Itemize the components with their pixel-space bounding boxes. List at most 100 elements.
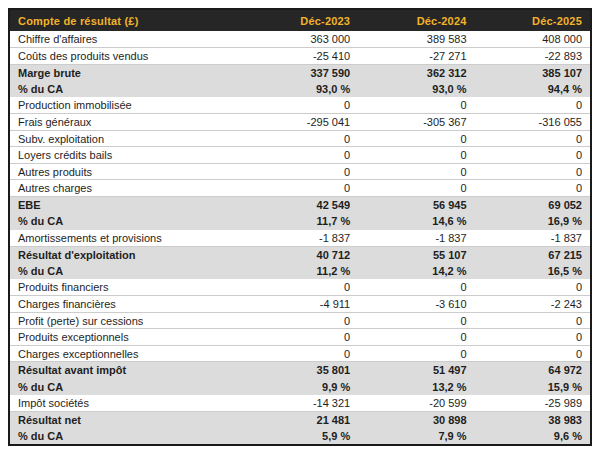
row-value: 14,2 % (358, 263, 474, 280)
row-label: Autres charges (9, 180, 242, 197)
row-value: 0 (358, 312, 474, 329)
row-value: 363 000 (242, 31, 358, 48)
row-value: -4 911 (242, 296, 358, 313)
row-label: Amortissements et provisions (9, 230, 242, 247)
row-label: Marge brute (9, 64, 242, 81)
table-row: Résultat avant impôt35 80151 49764 972 (9, 362, 591, 379)
row-value: 0 (242, 97, 358, 114)
row-value: 0 (358, 163, 474, 180)
table-row: % du CA9,9 %13,2 %15,9 % (9, 378, 591, 395)
row-label: % du CA (9, 81, 242, 98)
row-label: Subv. exploitation (9, 130, 242, 147)
row-value: 0 (242, 130, 358, 147)
table-row: Chiffre d'affaires363 000389 583408 000 (9, 31, 591, 48)
row-value: 0 (475, 345, 591, 362)
row-value: -305 367 (358, 114, 474, 131)
table-row: Coûts des produits vendus-25 410-27 271-… (9, 48, 591, 65)
table-row: Subv. exploitation000 (9, 130, 591, 147)
table-row: Résultat d'exploitation40 71255 10767 21… (9, 246, 591, 263)
row-value: 16,9 % (475, 213, 591, 230)
table-row: Produits financiers000 (9, 279, 591, 296)
row-value: 0 (358, 130, 474, 147)
row-value: 56 945 (358, 196, 474, 213)
row-label: Coûts des produits vendus (9, 48, 242, 65)
row-label: Chiffre d'affaires (9, 31, 242, 48)
table-row: Production immobilisée000 (9, 97, 591, 114)
row-label: Charges financières (9, 296, 242, 313)
header-title: Compte de résultat (£) (9, 9, 242, 31)
row-label: % du CA (9, 213, 242, 230)
row-label: Résultat avant impôt (9, 362, 242, 379)
row-value: 55 107 (358, 246, 474, 263)
row-value: 0 (242, 312, 358, 329)
row-value: 35 801 (242, 362, 358, 379)
row-value: 0 (475, 97, 591, 114)
row-label: Profit (perte) sur cessions (9, 312, 242, 329)
row-value: 64 972 (475, 362, 591, 379)
row-label: Charges exceptionnelles (9, 345, 242, 362)
row-value: 94,4 % (475, 81, 591, 98)
table-row: Autres charges000 (9, 180, 591, 197)
row-label: EBE (9, 196, 242, 213)
row-value: 0 (358, 180, 474, 197)
row-value: -25 410 (242, 48, 358, 65)
header-period-dec-2024: Déc-2024 (358, 9, 474, 31)
row-value: 67 215 (475, 246, 591, 263)
row-value: 15,9 % (475, 378, 591, 395)
row-value: -1 837 (475, 230, 591, 247)
row-value: 0 (242, 279, 358, 296)
row-value: 51 497 (358, 362, 474, 379)
row-value: 40 712 (242, 246, 358, 263)
income-statement-table: Compte de résultat (£) Déc-2023 Déc-2024… (8, 8, 592, 446)
row-label: Production immobilisée (9, 97, 242, 114)
row-value: 0 (475, 312, 591, 329)
row-value: 0 (242, 163, 358, 180)
row-value: 93,0 % (242, 81, 358, 98)
row-value: 5,9 % (242, 428, 358, 445)
row-value: 14,6 % (358, 213, 474, 230)
table-row: Autres produits000 (9, 163, 591, 180)
row-value: 408 000 (475, 31, 591, 48)
row-value: 93,0 % (358, 81, 474, 98)
row-value: -1 837 (358, 230, 474, 247)
table-body: Chiffre d'affaires363 000389 583408 000C… (9, 31, 591, 445)
row-value: 362 312 (358, 64, 474, 81)
table-row: Charges financières-4 911-3 610-2 243 (9, 296, 591, 313)
row-value: 0 (358, 97, 474, 114)
table-row: % du CA11,2 %14,2 %16,5 % (9, 263, 591, 280)
row-value: -316 055 (475, 114, 591, 131)
row-value: 385 107 (475, 64, 591, 81)
table-row: % du CA5,9 %7,9 %9,6 % (9, 428, 591, 445)
row-value: 11,7 % (242, 213, 358, 230)
row-label: Loyers crédits bails (9, 147, 242, 164)
row-value: 38 983 (475, 412, 591, 429)
table-row: Amortissements et provisions-1 837-1 837… (9, 230, 591, 247)
row-value: 0 (358, 147, 474, 164)
row-value: -2 243 (475, 296, 591, 313)
row-value: 337 590 (242, 64, 358, 81)
row-value: 0 (475, 329, 591, 346)
row-label: Résultat net (9, 412, 242, 429)
header-period-dec-2023: Déc-2023 (242, 9, 358, 31)
header-row: Compte de résultat (£) Déc-2023 Déc-2024… (9, 9, 591, 31)
row-value: 16,5 % (475, 263, 591, 280)
table-row: Profit (perte) sur cessions000 (9, 312, 591, 329)
table-row: Frais généraux-295 041-305 367-316 055 (9, 114, 591, 131)
row-value: 0 (475, 163, 591, 180)
row-value: -1 837 (242, 230, 358, 247)
row-value: 0 (475, 180, 591, 197)
row-value: 0 (475, 147, 591, 164)
table-row: % du CA11,7 %14,6 %16,9 % (9, 213, 591, 230)
row-label: % du CA (9, 263, 242, 280)
row-value: 7,9 % (358, 428, 474, 445)
table-row: Résultat net21 48130 89838 983 (9, 412, 591, 429)
row-value: 21 481 (242, 412, 358, 429)
row-label: Autres produits (9, 163, 242, 180)
table-row: Loyers crédits bails000 (9, 147, 591, 164)
row-label: Résultat d'exploitation (9, 246, 242, 263)
header-period-dec-2025: Déc-2025 (475, 9, 591, 31)
row-value: -295 041 (242, 114, 358, 131)
row-value: 0 (242, 147, 358, 164)
row-label: Frais généraux (9, 114, 242, 131)
row-label: Impôt sociétés (9, 395, 242, 412)
